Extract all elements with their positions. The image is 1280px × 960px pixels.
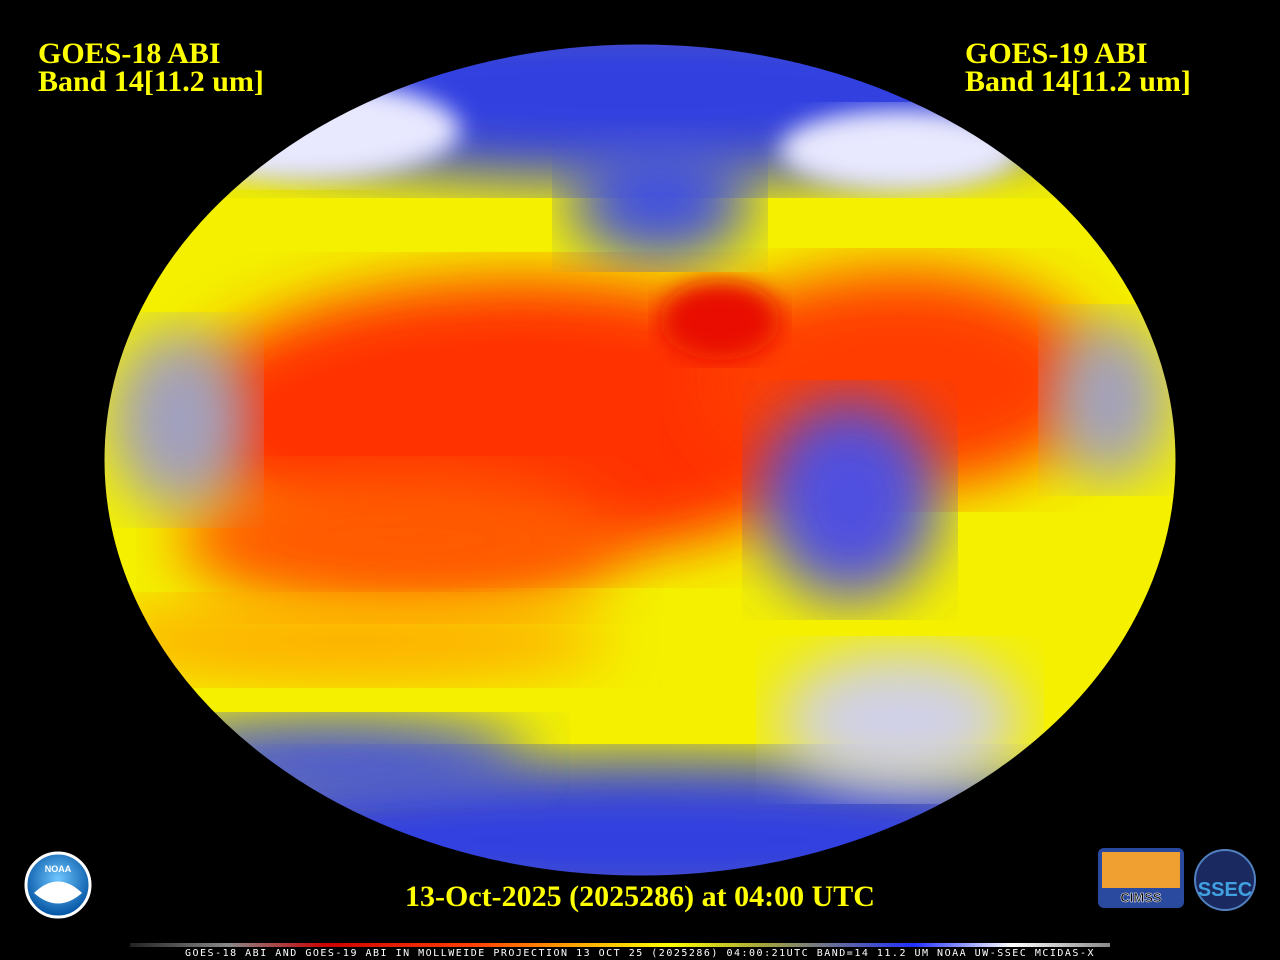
noaa-text: NOAA (45, 864, 72, 874)
earth-disk (104, 44, 1176, 876)
cimss-text: CIMSS (1120, 890, 1162, 905)
footer-text: GOES-18 ABI AND GOES-19 ABI IN MOLLWEIDE… (185, 948, 1095, 959)
footer-band (0, 943, 1280, 960)
timestamp: 13-Oct-2025 (2025286) at 04:00 UTC (405, 880, 875, 913)
noaa-logo: NOAA (24, 851, 92, 919)
cimss-logo: CIMSS (1098, 848, 1184, 908)
right-band: Band 14[11.2 um] (965, 65, 1191, 98)
left-band: Band 14[11.2 um] (38, 65, 264, 98)
right-title: GOES-19 ABI (965, 37, 1148, 70)
disk-edge (103, 43, 1177, 877)
ssec-logo: SSEC (1194, 849, 1256, 911)
left-title: GOES-18 ABI (38, 37, 221, 70)
ssec-text: SSEC (1198, 879, 1252, 901)
color-bar (130, 943, 1110, 947)
